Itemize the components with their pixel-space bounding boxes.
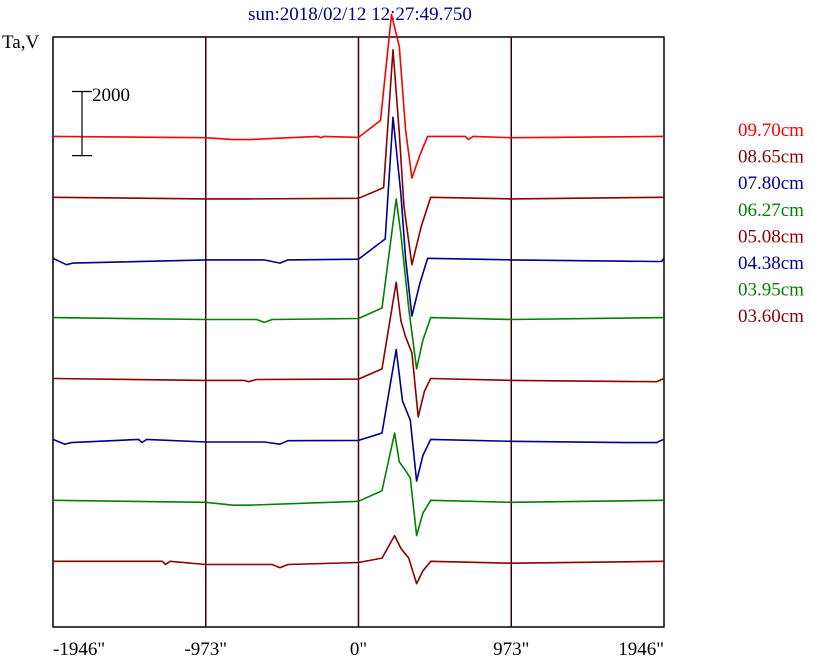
legend-entry-3: 06.27cm: [738, 200, 804, 221]
x-tick-label-2: 0": [350, 639, 367, 660]
x-axis-ticks: -1946" -973" 0" 973" 1946": [53, 639, 664, 660]
vertical-gridlines: [205, 37, 512, 627]
series-line-5: [52, 348, 665, 482]
legend-entry-0: 09.70cm: [738, 120, 804, 141]
x-tick-label-1: -973": [184, 639, 227, 660]
legend: 09.70cm 08.65cm 07.80cm 06.27cm 05.08cm 04.38…: [738, 120, 804, 327]
series-line-3: [52, 198, 665, 370]
series-line-4: [52, 281, 665, 418]
x-tick-label-0: -1946": [53, 639, 105, 660]
legend-entry-1: 08.65cm: [738, 147, 804, 168]
series-line-0: [52, 13, 665, 179]
series-group: [52, 13, 665, 585]
series-line-7: [53, 534, 665, 585]
legend-entry-5: 04.38cm: [738, 253, 804, 274]
legend-entry-6: 03.95cm: [738, 280, 804, 301]
scale-bar-label: 2000: [92, 85, 130, 106]
x-tick-label-4: 1946": [618, 639, 664, 660]
scale-bar: 2000: [72, 85, 130, 157]
y-axis-label: Ta,V: [2, 32, 39, 53]
x-tick-label-3: 973": [493, 639, 529, 660]
legend-entry-4: 05.08cm: [738, 226, 804, 247]
legend-entry-7: 03.60cm: [738, 306, 804, 327]
legend-entry-2: 07.80cm: [738, 173, 804, 194]
series-line-6: [52, 432, 665, 537]
chart-title: sun:2018/02/12 12:27:49.750: [248, 4, 472, 25]
series-line-1: [52, 48, 665, 266]
series-line-2: [52, 116, 665, 317]
